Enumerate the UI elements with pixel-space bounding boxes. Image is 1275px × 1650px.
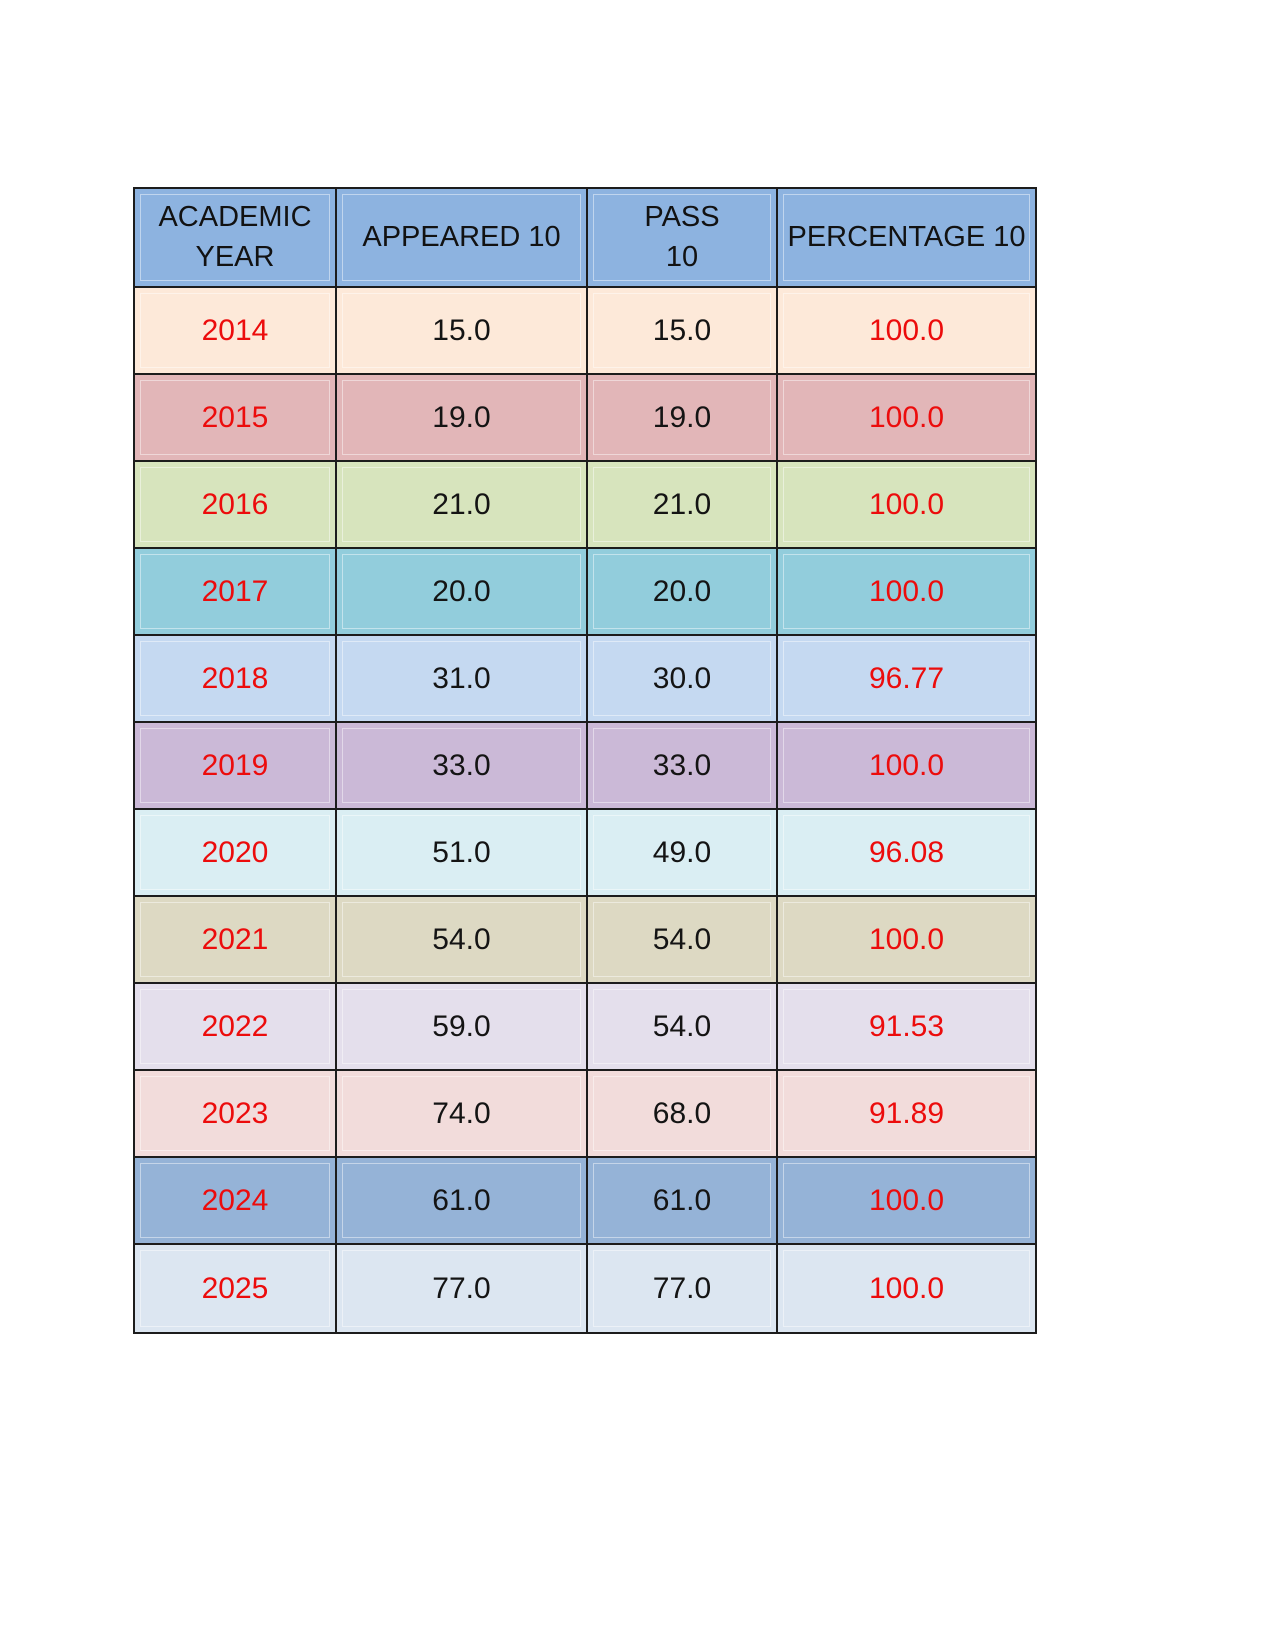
cell-academic-year: 2014 [135,288,337,375]
table-row: 2014 15.0 15.0 100.0 [135,288,1035,375]
table-row: 2015 19.0 19.0 100.0 [135,375,1035,462]
cell-percentage: 91.89 [778,1071,1035,1158]
cell-academic-year: 2015 [135,375,337,462]
cell-pass: 19.0 [588,375,778,462]
results-table-body: 2014 15.0 15.0 100.0 2015 19.0 19.0 100.… [135,288,1035,1332]
cell-appeared: 61.0 [337,1158,588,1245]
header-appeared-10: APPEARED 10 [337,189,588,288]
cell-appeared: 15.0 [337,288,588,375]
cell-percentage: 100.0 [778,288,1035,375]
results-table: ACADEMIC YEAR APPEARED 10 PASS 10 PERCEN… [133,187,1037,1334]
table-row: 2020 51.0 49.0 96.08 [135,810,1035,897]
cell-pass: 33.0 [588,723,778,810]
cell-percentage: 100.0 [778,462,1035,549]
table-row: 2024 61.0 61.0 100.0 [135,1158,1035,1245]
table-row: 2022 59.0 54.0 91.53 [135,984,1035,1071]
cell-appeared: 74.0 [337,1071,588,1158]
cell-appeared: 20.0 [337,549,588,636]
cell-appeared: 54.0 [337,897,588,984]
table-row: 2017 20.0 20.0 100.0 [135,549,1035,636]
cell-percentage: 100.0 [778,549,1035,636]
table-row: 2025 77.0 77.0 100.0 [135,1245,1035,1332]
cell-pass: 54.0 [588,984,778,1071]
cell-academic-year: 2018 [135,636,337,723]
cell-percentage: 100.0 [778,1245,1035,1332]
header-percentage-10: PERCENTAGE 10 [778,189,1035,288]
cell-pass: 68.0 [588,1071,778,1158]
cell-academic-year: 2022 [135,984,337,1071]
cell-pass: 15.0 [588,288,778,375]
cell-percentage: 96.77 [778,636,1035,723]
table-row: 2019 33.0 33.0 100.0 [135,723,1035,810]
header-academic-year: ACADEMIC YEAR [135,189,337,288]
cell-appeared: 51.0 [337,810,588,897]
cell-academic-year: 2016 [135,462,337,549]
cell-percentage: 100.0 [778,1158,1035,1245]
cell-percentage: 96.08 [778,810,1035,897]
table-row: 2016 21.0 21.0 100.0 [135,462,1035,549]
cell-academic-year: 2021 [135,897,337,984]
cell-pass: 21.0 [588,462,778,549]
header-pass-10: PASS 10 [588,189,778,288]
cell-academic-year: 2023 [135,1071,337,1158]
cell-academic-year: 2020 [135,810,337,897]
table-header-row: ACADEMIC YEAR APPEARED 10 PASS 10 PERCEN… [135,189,1035,288]
cell-academic-year: 2024 [135,1158,337,1245]
cell-percentage: 100.0 [778,375,1035,462]
cell-pass: 61.0 [588,1158,778,1245]
cell-pass: 54.0 [588,897,778,984]
cell-percentage: 100.0 [778,723,1035,810]
cell-pass: 30.0 [588,636,778,723]
table-row: 2018 31.0 30.0 96.77 [135,636,1035,723]
cell-academic-year: 2019 [135,723,337,810]
cell-appeared: 59.0 [337,984,588,1071]
table-row: 2021 54.0 54.0 100.0 [135,897,1035,984]
table-row: 2023 74.0 68.0 91.89 [135,1071,1035,1158]
cell-appeared: 21.0 [337,462,588,549]
cell-appeared: 31.0 [337,636,588,723]
cell-pass: 49.0 [588,810,778,897]
cell-academic-year: 2025 [135,1245,337,1332]
cell-appeared: 33.0 [337,723,588,810]
cell-appeared: 19.0 [337,375,588,462]
cell-percentage: 100.0 [778,897,1035,984]
cell-academic-year: 2017 [135,549,337,636]
cell-percentage: 91.53 [778,984,1035,1071]
cell-pass: 77.0 [588,1245,778,1332]
cell-appeared: 77.0 [337,1245,588,1332]
cell-pass: 20.0 [588,549,778,636]
